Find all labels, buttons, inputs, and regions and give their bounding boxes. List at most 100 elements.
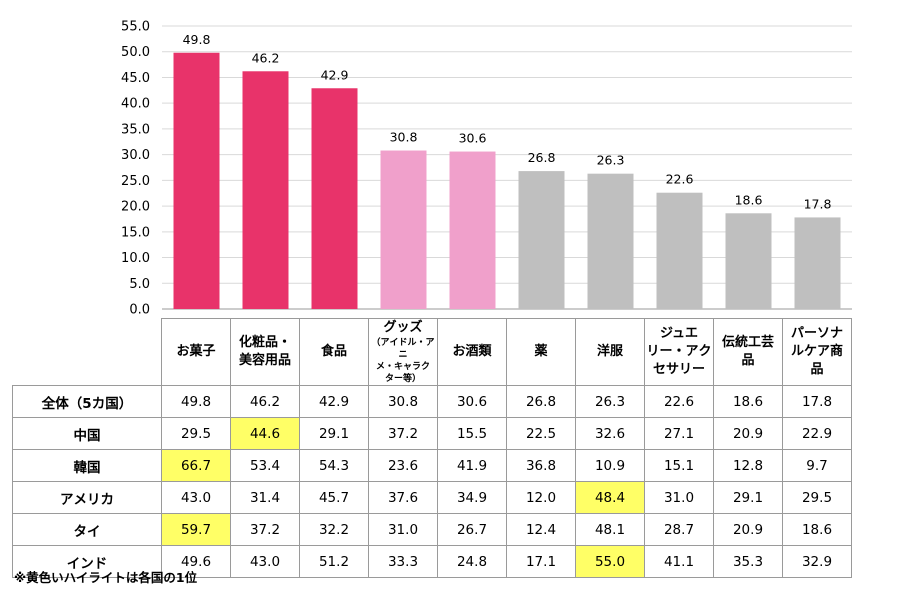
table-cell: 42.9 bbox=[299, 385, 369, 418]
table-cell: 17.8 bbox=[782, 385, 852, 418]
table-cell: 44.6 bbox=[230, 417, 300, 450]
y-tick-label: 25.0 bbox=[121, 174, 150, 189]
table-cell: 22.9 bbox=[782, 417, 852, 450]
row-label: 中国 bbox=[12, 417, 162, 450]
table-cell: 49.8 bbox=[161, 385, 231, 418]
table-cell: 34.9 bbox=[437, 481, 507, 514]
table-row: 中国 29.5 44.6 29.1 37.2 15.5 22.5 32.6 27.1 20.9 22… bbox=[12, 417, 852, 450]
table-cell: 17.1 bbox=[506, 545, 576, 578]
column-header: 洋服 bbox=[575, 318, 645, 386]
table-cell: 26.3 bbox=[575, 385, 645, 418]
table-cell: 37.6 bbox=[368, 481, 438, 514]
table-cell: 54.3 bbox=[299, 449, 369, 482]
column-header: お菓子 bbox=[161, 318, 231, 386]
table-cell: 29.5 bbox=[782, 481, 852, 514]
row-label: 全体（5カ国） bbox=[12, 385, 162, 418]
data-labels: 49.8 46.2 42.9 30.8 30.6 26.8 26.3 22.6 18.6 17.8 bbox=[183, 32, 832, 212]
table-cell: 29.1 bbox=[299, 417, 369, 450]
bar bbox=[173, 52, 220, 310]
data-table: お菓子 化粧品・ 美容用品 食品 グッズ （アイドル・アニ メ・キャラク ター等） お酒類薬洋服… bbox=[12, 318, 852, 578]
table-cell: 45.7 bbox=[299, 481, 369, 514]
table-cell: 23.6 bbox=[368, 449, 438, 482]
y-tick-label: 5.0 bbox=[129, 277, 150, 292]
table-cell: 28.7 bbox=[644, 513, 714, 546]
y-tick-label: 30.0 bbox=[121, 148, 150, 163]
table-cell: 12.0 bbox=[506, 481, 576, 514]
bar bbox=[587, 173, 634, 309]
row-label: インド bbox=[12, 545, 162, 578]
table-cell: 22.5 bbox=[506, 417, 576, 450]
footnote: ※黄色いハイライトは各国の1位 bbox=[14, 570, 198, 585]
table-cell: 24.8 bbox=[437, 545, 507, 578]
table-cell: 15.1 bbox=[644, 449, 714, 482]
table-cell: 43.0 bbox=[230, 545, 300, 578]
table-cell: 49.6 bbox=[161, 545, 231, 578]
data-label: 17.8 bbox=[804, 196, 832, 211]
table-cell: 18.6 bbox=[713, 385, 783, 418]
table-row: 全体（5カ国） 49.8 46.2 42.9 30.8 30.6 26.8 26.3 22.6 1… bbox=[12, 385, 852, 418]
table-cell: 48.1 bbox=[575, 513, 645, 546]
table-cell: 29.5 bbox=[161, 417, 231, 450]
table-row: タイ 59.7 37.2 32.2 31.0 26.7 12.4 48.1 28.7 20.9 18… bbox=[12, 513, 852, 546]
y-tick-label: 15.0 bbox=[121, 225, 150, 240]
bar bbox=[311, 88, 358, 309]
column-header: 化粧品・ 美容用品 bbox=[230, 318, 300, 386]
y-tick-label: 0.0 bbox=[129, 303, 150, 318]
y-tick-label: 35.0 bbox=[121, 122, 150, 137]
table-cell: 43.0 bbox=[161, 481, 231, 514]
bar bbox=[518, 171, 565, 309]
data-label: 26.3 bbox=[597, 153, 625, 168]
row-label: アメリカ bbox=[12, 481, 162, 514]
data-label: 46.2 bbox=[252, 50, 280, 65]
table-cell: 46.2 bbox=[230, 385, 300, 418]
table-cell: 51.2 bbox=[299, 545, 369, 578]
table-cell: 35.3 bbox=[713, 545, 783, 578]
table-cell: 41.1 bbox=[644, 545, 714, 578]
y-axis-ticks: 0.0 5.0 10.0 15.0 20.0 25.0 30.0 35.0 40.0 45.0 50… bbox=[121, 20, 150, 318]
table-cell: 20.9 bbox=[713, 513, 783, 546]
column-header: ジュエ リー・アク セサリー bbox=[644, 318, 714, 386]
column-header: お酒類 bbox=[437, 318, 507, 386]
table-cell: 12.8 bbox=[713, 449, 783, 482]
table-cell: 12.4 bbox=[506, 513, 576, 546]
table-cell: 30.8 bbox=[368, 385, 438, 418]
table-cell: 20.9 bbox=[713, 417, 783, 450]
bar bbox=[656, 192, 703, 309]
table-cell: 55.0 bbox=[575, 545, 645, 578]
table-cell: 31.4 bbox=[230, 481, 300, 514]
table-cell: 32.6 bbox=[575, 417, 645, 450]
y-tick-label: 20.0 bbox=[121, 200, 150, 215]
table-cell: 33.3 bbox=[368, 545, 438, 578]
bar-chart: 0.0 5.0 10.0 15.0 20.0 25.0 30.0 35.0 40.0 45.0 50… bbox=[121, 20, 852, 318]
y-tick-label: 45.0 bbox=[121, 71, 150, 86]
bars bbox=[173, 52, 841, 310]
bar bbox=[725, 213, 772, 309]
row-label: 韓国 bbox=[12, 449, 162, 482]
data-label: 42.9 bbox=[321, 67, 349, 82]
column-header: 伝統工芸品 bbox=[713, 318, 783, 386]
bar bbox=[449, 151, 496, 309]
table-cell: 29.1 bbox=[713, 481, 783, 514]
column-header: 薬 bbox=[506, 318, 576, 386]
table-corner bbox=[12, 318, 162, 386]
table-cell: 37.2 bbox=[230, 513, 300, 546]
table-cell: 31.0 bbox=[368, 513, 438, 546]
table-cell: 10.9 bbox=[575, 449, 645, 482]
table-cell: 37.2 bbox=[368, 417, 438, 450]
bar bbox=[794, 217, 841, 309]
table-cell: 18.6 bbox=[782, 513, 852, 546]
table-cell: 27.1 bbox=[644, 417, 714, 450]
y-tick-label: 50.0 bbox=[121, 45, 150, 60]
column-header: 食品 bbox=[299, 318, 369, 386]
table-cell: 22.6 bbox=[644, 385, 714, 418]
data-label: 30.8 bbox=[390, 130, 418, 145]
bar bbox=[242, 71, 289, 309]
y-tick-label: 55.0 bbox=[121, 20, 150, 35]
table-cell: 32.9 bbox=[782, 545, 852, 578]
table-cell: 48.4 bbox=[575, 481, 645, 514]
bar bbox=[380, 150, 427, 309]
table-cell: 26.7 bbox=[437, 513, 507, 546]
y-tick-label: 40.0 bbox=[121, 97, 150, 112]
table-cell: 41.9 bbox=[437, 449, 507, 482]
table-cell: 36.8 bbox=[506, 449, 576, 482]
